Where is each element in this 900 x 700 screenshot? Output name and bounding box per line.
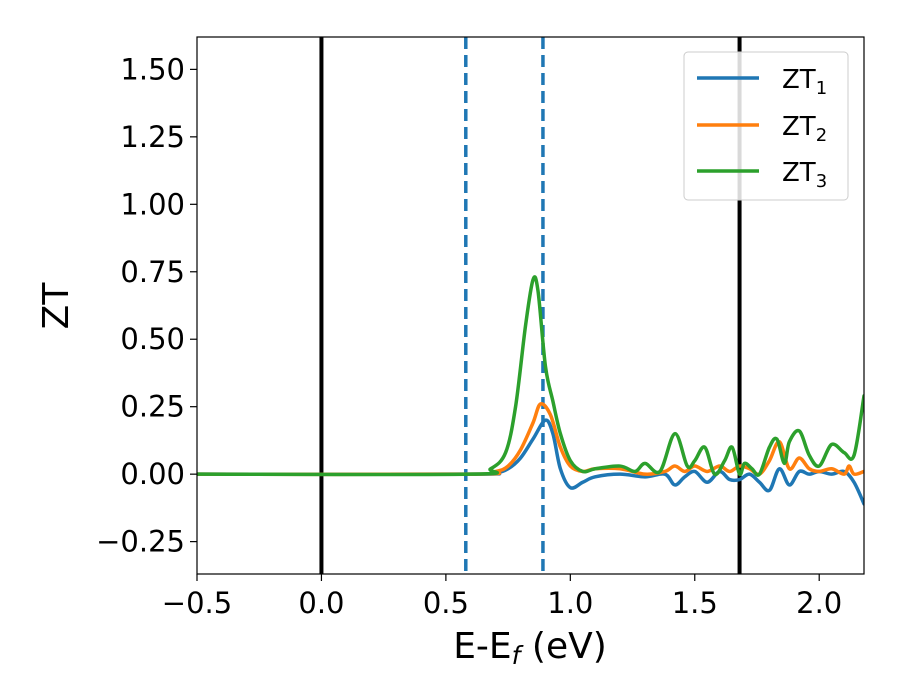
legend-label-zt1-main: ZT xyxy=(782,65,816,95)
series-line-zt1 xyxy=(197,418,864,506)
y-axis-label: ZT xyxy=(36,282,77,330)
legend-label-zt3-sub: 3 xyxy=(816,171,827,192)
y-tick-label: −0.25 xyxy=(96,525,185,559)
reference-lines xyxy=(319,37,742,574)
legend-label-zt1-sub: 1 xyxy=(816,78,827,99)
x-axis-label-main: E-E xyxy=(453,626,511,667)
plot-frame xyxy=(196,36,865,575)
y-tick-label: 1.00 xyxy=(120,187,185,221)
legend-label-zt2: ZT2 xyxy=(782,112,827,146)
x-tick-label: 2.0 xyxy=(796,586,842,620)
x-tick-label: 1.5 xyxy=(672,586,718,620)
legend-label-zt2-main: ZT xyxy=(782,112,816,142)
y-tick-label: 0.25 xyxy=(120,390,185,424)
x-axis-label: E-Ef (eV) xyxy=(453,626,607,670)
y-tick-label: 1.25 xyxy=(120,120,185,154)
y-tick-label: 0.00 xyxy=(120,457,185,491)
legend: ZT1 ZT2 ZT3 xyxy=(683,51,849,201)
x-tick-label: 1.0 xyxy=(547,586,593,620)
legend-label-zt2-sub: 2 xyxy=(816,125,827,146)
legend-label-zt3: ZT3 xyxy=(782,158,827,192)
legend-box xyxy=(683,51,849,201)
y-tick-label: 1.50 xyxy=(120,52,185,86)
x-axis-label-suffix: (eV) xyxy=(520,626,606,667)
y-tick-label: 0.50 xyxy=(120,322,185,356)
y-tick-label: 0.75 xyxy=(120,255,185,289)
legend-label-zt1: ZT1 xyxy=(782,65,827,99)
x-tick-label: 0.0 xyxy=(298,586,344,620)
y-axis-ticks: −0.25 0.00 0.25 0.50 0.75 1.00 1.25 1.50 xyxy=(96,52,197,559)
x-tick-label: 0.5 xyxy=(423,586,469,620)
x-axis-ticks: −0.5 0.0 0.5 1.0 1.5 2.0 xyxy=(162,574,842,620)
series-line-zt3 xyxy=(197,275,864,477)
x-tick-label: −0.5 xyxy=(162,586,232,620)
legend-label-zt3-main: ZT xyxy=(782,158,816,188)
series-lines xyxy=(197,275,864,506)
